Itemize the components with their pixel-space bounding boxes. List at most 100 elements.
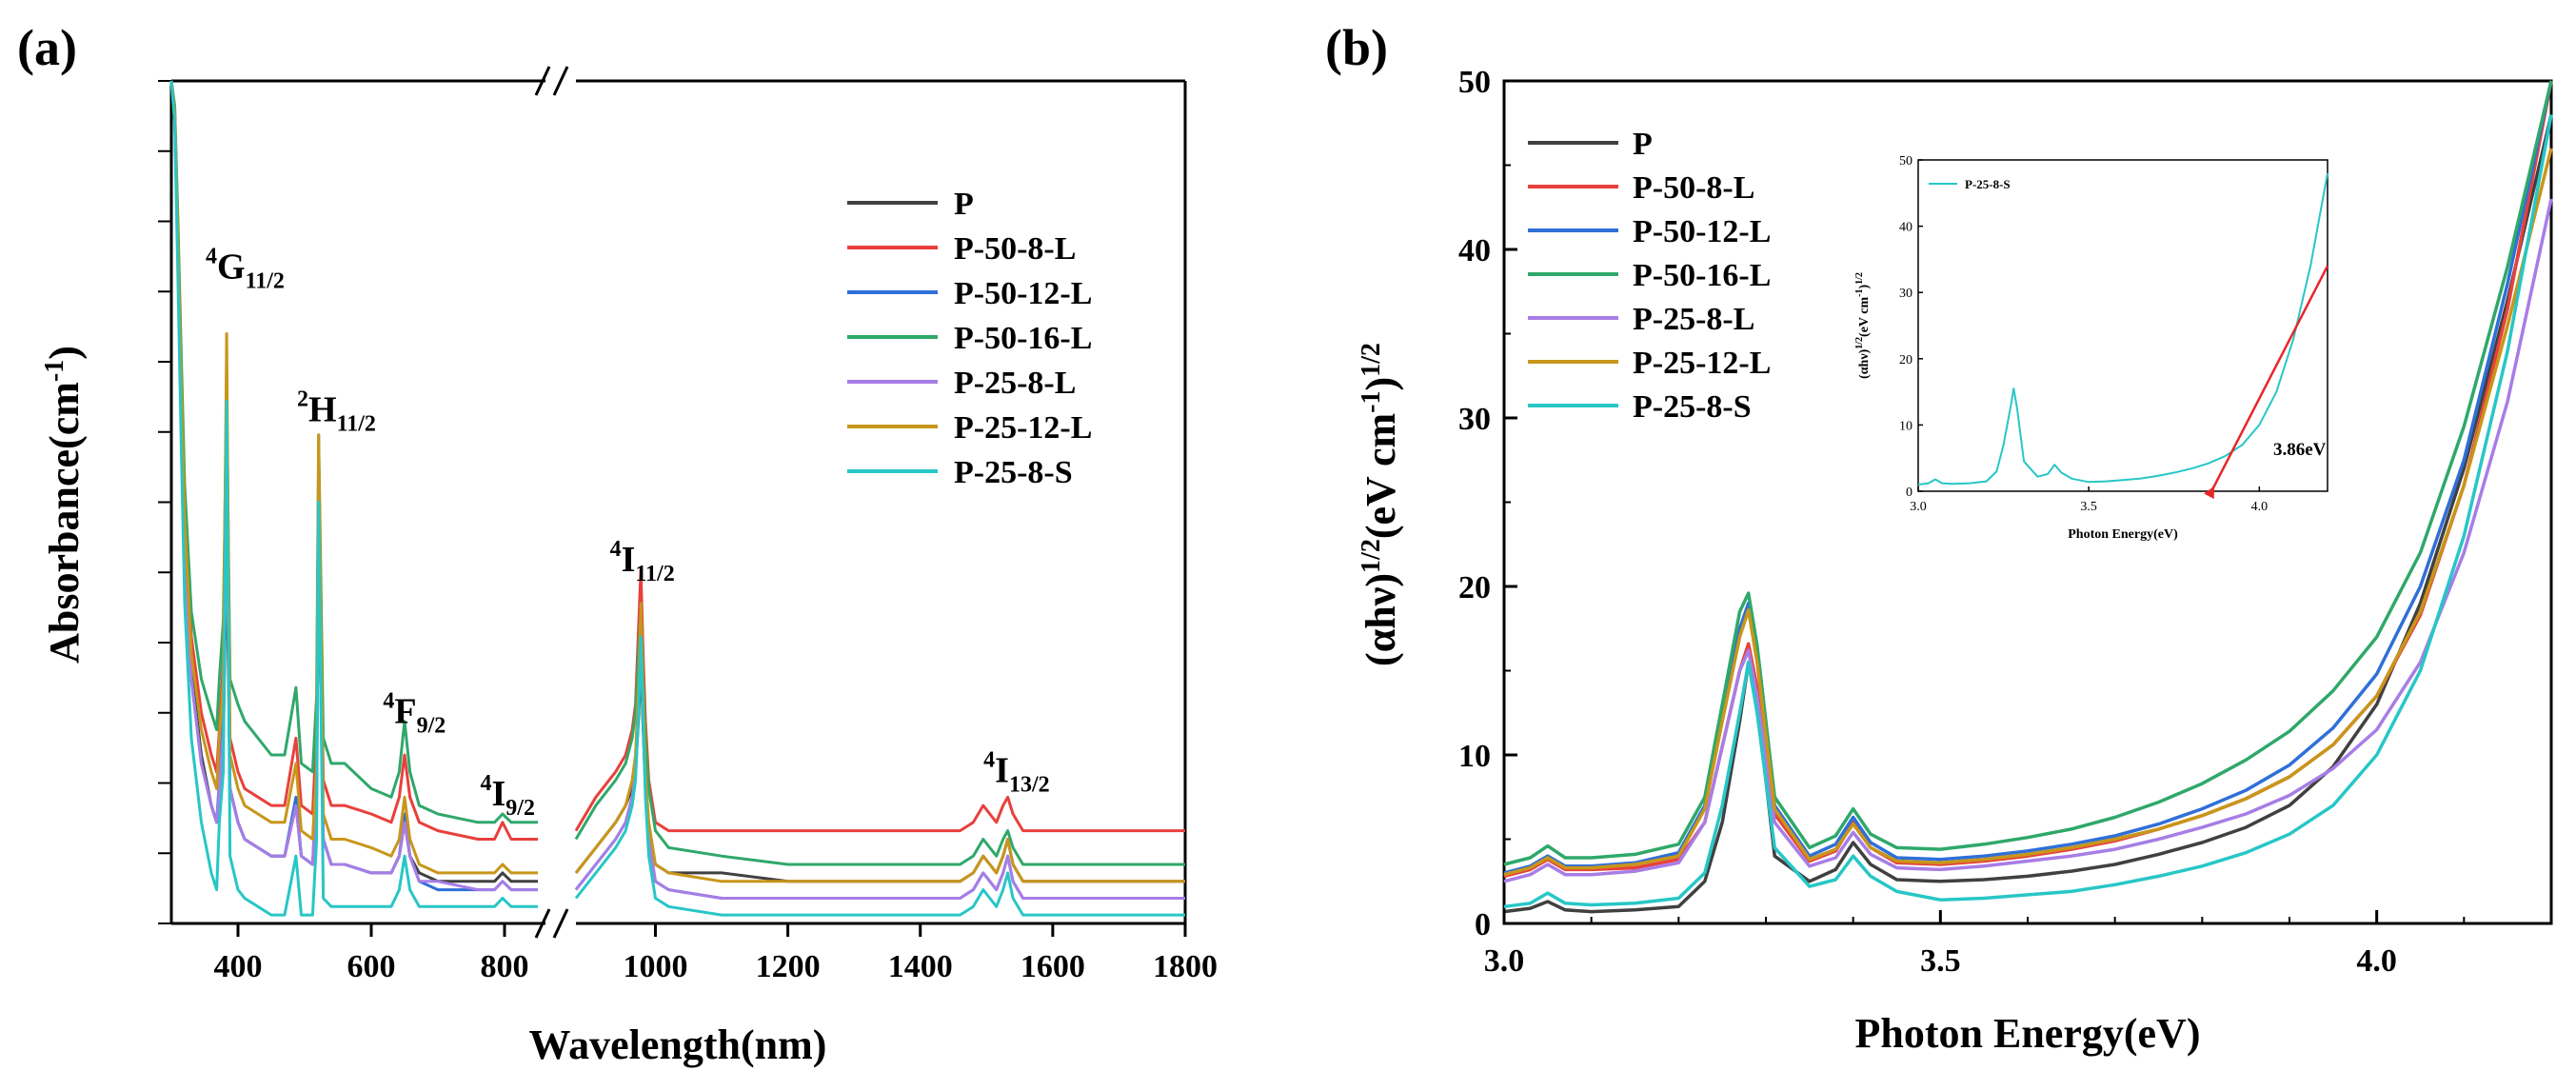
inset-y-axis-title-c: ) bbox=[1857, 285, 1872, 289]
panel-a-peak-annotation: 4G11/2 bbox=[206, 244, 285, 293]
panel-b-y-tick-label: 0 bbox=[1475, 907, 1491, 942]
panel-b-y-axis-title-sup2: -1 bbox=[1357, 390, 1386, 412]
panel-b-y-tick-label: 40 bbox=[1458, 233, 1491, 268]
panel-b-legend-label: P bbox=[1633, 127, 1653, 162]
panel-label-a: (a) bbox=[17, 19, 77, 76]
panel-b-x-tick-label: 3.0 bbox=[1484, 943, 1525, 979]
panel-a-legend: P P-50-8-L P-50-12-L P-50-16-L P-25-8-L P-25-… bbox=[847, 187, 1092, 490]
panel-b-legend-label: P-50-8-L bbox=[1633, 170, 1754, 206]
panel-b-x-tick-label: 3.5 bbox=[1920, 943, 1961, 979]
panel-a-y-axis-title: Absorbance(cm-1) bbox=[40, 346, 88, 664]
inset-y-axis-title-b: (eV cm bbox=[1857, 297, 1872, 337]
panel-b-y-tick-label: 10 bbox=[1458, 739, 1491, 774]
panel-a-x-ticks: 400 600 800 1000 1200 1400 1600 1800 bbox=[214, 923, 1218, 984]
panel-b-legend-label: P-25-8-L bbox=[1633, 302, 1754, 337]
peak-annotation-sup: 4 bbox=[610, 537, 622, 562]
peak-annotation-main: I bbox=[492, 774, 506, 814]
panel-b-y-axis-title-a: (αhν) bbox=[1357, 573, 1404, 666]
panel-b-series-group bbox=[1503, 80, 2553, 914]
inset-series-p-25-8-s bbox=[1917, 172, 2328, 486]
panel-a-legend-label: P-50-8-L bbox=[954, 231, 1076, 267]
peak-annotation-main: F bbox=[394, 691, 416, 731]
inset-x-ticks: 3.0 3.5 4.0 bbox=[1910, 486, 2268, 514]
panel-a-series-p-50-8-l-right bbox=[574, 567, 1185, 833]
panel-a-series-p-50-16-l-right bbox=[574, 610, 1185, 866]
panel-b-x-axis-title: Photon Energy(eV) bbox=[1855, 1010, 2201, 1057]
panel-a-peak-annotation: 4F9/2 bbox=[383, 688, 446, 738]
inset-x-tick-label: 4.0 bbox=[2251, 500, 2269, 514]
panel-a-y-axis-title-sup: -1 bbox=[40, 360, 69, 382]
inset-tangent-line bbox=[2204, 265, 2329, 500]
inset-x-axis-title: Photon Energy(eV) bbox=[2068, 527, 2178, 542]
inset-y-tick-label: 20 bbox=[1899, 353, 1912, 367]
inset-y-axis-title-sup2: -1 bbox=[1854, 289, 1865, 297]
panel-b-series-p-25-12-l bbox=[1503, 148, 2553, 877]
panel-a-peak-annotation: 4I13/2 bbox=[983, 747, 1049, 797]
panel-a-x-tick-label: 1400 bbox=[888, 949, 953, 984]
panel-b-legend-label: P-25-8-S bbox=[1633, 389, 1752, 425]
peak-annotation-main: H bbox=[308, 390, 337, 430]
panel-a-peak-annotation: 4I9/2 bbox=[481, 771, 535, 821]
inset-bandgap-annotation: 3.86eV bbox=[2273, 440, 2327, 460]
panel-a-peak-annotation: 2H11/2 bbox=[297, 387, 376, 437]
inset-y-tick-label: 40 bbox=[1899, 221, 1912, 235]
panel-a-series-p-50-16-l-left bbox=[169, 80, 538, 824]
panel-b-x-ticks: 3.0 3.5 4.0 bbox=[1484, 910, 2466, 979]
inset-y-axis-title-sup3: 1/2 bbox=[1854, 272, 1865, 285]
panel-a-series-p-25-8-l-left bbox=[169, 80, 538, 892]
panel-a-y-axis-title-end: ) bbox=[41, 346, 88, 360]
panel-a-x-tick-label: 1000 bbox=[623, 949, 687, 984]
inset-series-group bbox=[1917, 172, 2328, 486]
panel-a-legend-label: P-25-8-S bbox=[954, 455, 1073, 490]
panel-label-b: (b) bbox=[1325, 19, 1388, 76]
inset-y-tick-label: 30 bbox=[1899, 287, 1912, 301]
panel-a-x-axis-title: Wavelength(nm) bbox=[529, 1022, 827, 1068]
inset-y-tick-label: 50 bbox=[1899, 154, 1912, 169]
inset-x-tick-label: 3.0 bbox=[1910, 500, 1927, 514]
panel-a-x-tick-label: 600 bbox=[347, 949, 396, 984]
peak-annotation-sub: 11/2 bbox=[337, 412, 376, 437]
panel-b-tauc-plot: (b) 3.0 3.5 4.0 0 10 20 30 40 50 Photon Energy(… bbox=[1325, 19, 2553, 1057]
panel-b-series-p-50-12-l bbox=[1503, 80, 2553, 875]
panel-a-series-group bbox=[169, 80, 1185, 917]
panel-a-series-p-50-8-l-left bbox=[169, 80, 538, 841]
peak-annotation-sup: 4 bbox=[383, 688, 394, 713]
peak-annotation-main: I bbox=[995, 750, 1009, 790]
panel-b-legend-label: P-50-12-L bbox=[1633, 214, 1771, 249]
panel-a-legend-label: P-50-16-L bbox=[954, 321, 1092, 356]
panel-a-y-ticks bbox=[158, 80, 171, 924]
inset-y-tick-label: 0 bbox=[1906, 486, 1912, 500]
panel-a-series-p-50-12-l-right bbox=[574, 602, 1185, 900]
peak-annotation-main: I bbox=[622, 540, 636, 580]
panel-a-y-axis-title-main: Absorbance(cm bbox=[41, 382, 88, 664]
panel-a-legend-label: P-25-8-L bbox=[954, 366, 1076, 401]
inset-y-ticks: 0 10 20 30 40 50 bbox=[1899, 154, 1923, 500]
panel-a-legend-label: P bbox=[954, 187, 974, 222]
inset-x-tick-label: 3.5 bbox=[2080, 500, 2097, 514]
axis-break-bottom bbox=[534, 908, 569, 939]
panel-a-series-p-25-12-l-left bbox=[169, 80, 538, 875]
panel-b-legend-label: P-25-12-L bbox=[1633, 346, 1771, 381]
panel-a-x-tick-label: 1800 bbox=[1153, 949, 1218, 984]
panel-a-x-tick-label: 400 bbox=[214, 949, 263, 984]
panel-b-x-tick-label: 4.0 bbox=[2356, 943, 2397, 979]
panel-b-y-tick-label: 20 bbox=[1458, 570, 1491, 605]
panel-a-x-tick-label: 800 bbox=[481, 949, 529, 984]
panel-b-series-p bbox=[1503, 113, 2553, 914]
inset-background bbox=[1866, 152, 2332, 495]
inset-axes-frame bbox=[1917, 159, 2328, 492]
panel-b-y-axis-title-sup3: 1/2 bbox=[1357, 343, 1386, 377]
inset-y-axis-title-a: (αhν) bbox=[1857, 348, 1872, 379]
peak-annotation-sub: 11/2 bbox=[635, 562, 674, 586]
peak-annotation-sub: 11/2 bbox=[246, 268, 285, 293]
inset-y-tick-label: 10 bbox=[1899, 419, 1912, 433]
panel-b-series-p-25-8-s bbox=[1503, 114, 2553, 909]
panel-a-series-p-25-8-l-right bbox=[574, 618, 1185, 900]
panel-a-absorbance-chart: (a) 400 600 800 1000 1200 1400 1600 1800 4G11/2… bbox=[17, 19, 1218, 1068]
peak-annotation-sup: 2 bbox=[297, 387, 308, 412]
panel-a-peak-annotation: 4I11/2 bbox=[610, 537, 675, 586]
inset-y-axis-title: (αhν)1/2(eV cm-1)1/2 bbox=[1854, 272, 1872, 379]
panel-b-y-axis-title: (αhν)1/2(eV cm-1)1/2 bbox=[1357, 343, 1404, 666]
